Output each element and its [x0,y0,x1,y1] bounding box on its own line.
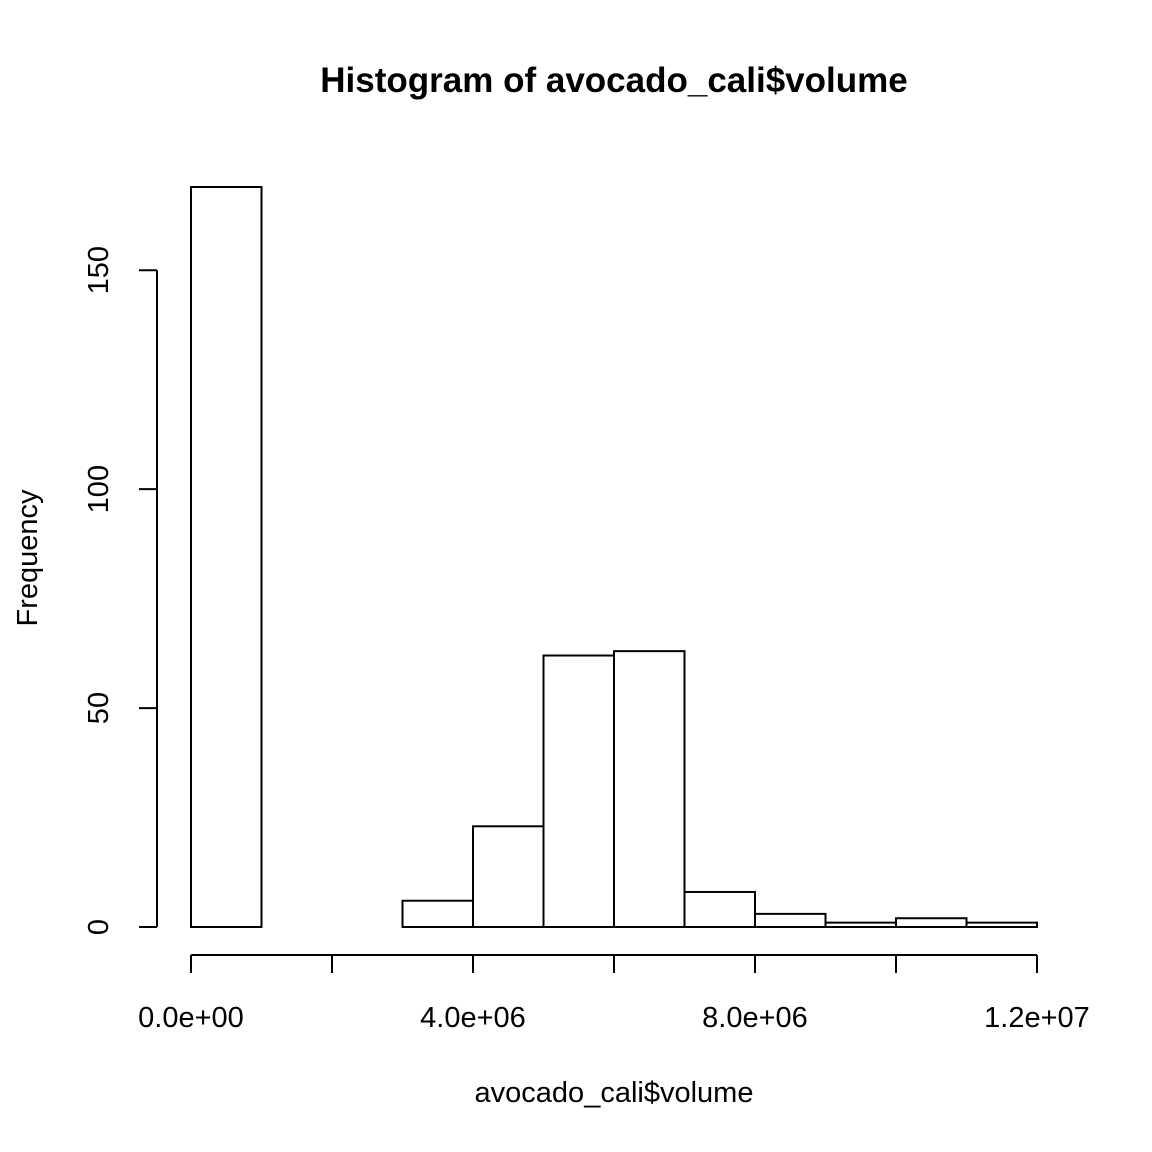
histogram-bar [190,186,263,928]
histogram-bar [824,921,897,928]
x-axis: 0.0e+00 4.0e+06 8.0e+06 1.2e+07 [138,954,1090,1034]
y-tick-label: 0 [83,919,115,935]
histogram-bar [683,890,756,928]
chart-title: Histogram of avocado_cali$volume [320,61,907,100]
histogram-bars [190,186,1038,929]
histogram-bar [401,899,474,928]
y-tick-label: 50 [83,692,115,724]
x-tick-label: 4.0e+06 [420,1002,526,1034]
histogram-bar [895,917,968,929]
y-tick-label: 150 [83,246,115,294]
histogram-bar [754,912,827,928]
x-tick-label: 0.0e+00 [138,1002,244,1034]
histogram-bar [613,650,686,929]
histogram-bar [542,654,615,928]
y-tick-label: 100 [83,465,115,513]
y-axis-label: Frequency [12,489,44,627]
x-axis-label: avocado_cali$volume [475,1077,754,1109]
y-axis: 0 50 100 150 [83,246,158,935]
histogram-bar [472,825,545,928]
x-tick-label: 1.2e+07 [984,1002,1090,1034]
histogram-bar [965,921,1038,928]
x-tick-label: 8.0e+06 [702,1002,808,1034]
